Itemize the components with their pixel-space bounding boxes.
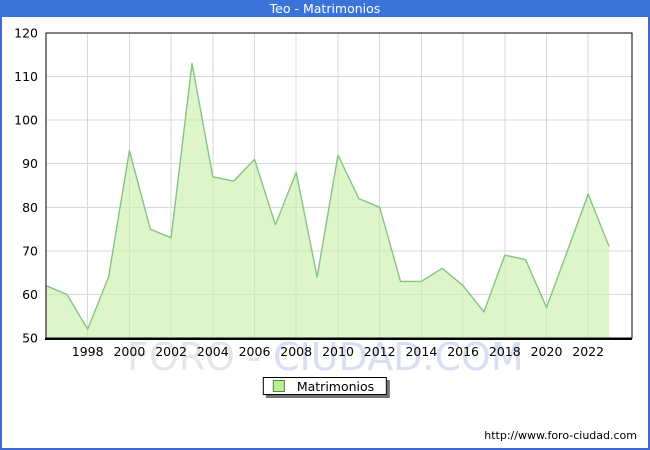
y-tick-label: 120	[14, 26, 38, 41]
x-tick-label: 2014	[405, 344, 437, 359]
x-tick-label: 1998	[72, 344, 104, 359]
y-tick-label: 100	[14, 113, 38, 128]
x-tick-label: 2006	[239, 344, 271, 359]
y-tick-label: 60	[22, 287, 38, 302]
y-tick-label: 50	[22, 331, 38, 346]
y-tick-label: 90	[22, 156, 38, 171]
y-tick-label: 80	[22, 200, 38, 215]
y-tick-label: 110	[14, 69, 38, 84]
x-tick-label: 2008	[280, 344, 312, 359]
source-url: http://www.foro-ciudad.com	[484, 429, 637, 442]
y-tick-label: 70	[22, 243, 38, 258]
series-line	[45, 62, 610, 330]
x-tick-label: 2012	[364, 344, 396, 359]
x-tick-label: 2010	[322, 344, 354, 359]
x-tick-label: 2022	[572, 344, 604, 359]
x-tick-label: 2004	[197, 344, 229, 359]
x-tick-label: 2000	[113, 344, 145, 359]
area-series	[46, 63, 610, 338]
x-tick-label: 2018	[489, 344, 521, 359]
chart-title: Teo - Matrimonios	[0, 0, 650, 17]
legend-label: Matrimonios	[296, 378, 375, 394]
x-tick-label: 2016	[447, 344, 479, 359]
legend: Matrimonios	[262, 377, 388, 395]
x-tick-label: 2020	[531, 344, 563, 359]
legend-swatch-icon	[272, 380, 285, 392]
x-tick-label: 2002	[155, 344, 187, 359]
